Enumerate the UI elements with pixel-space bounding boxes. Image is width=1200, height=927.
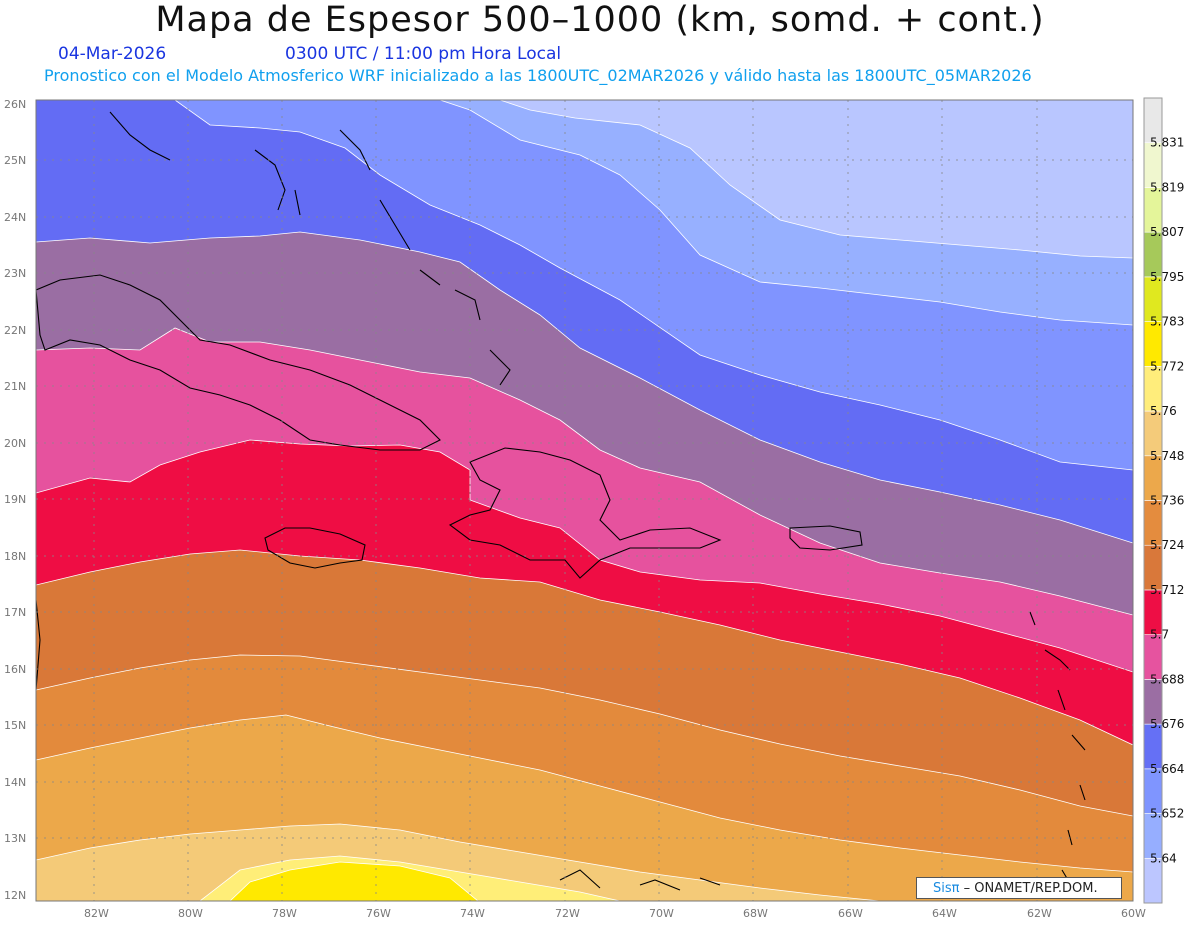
credit-brand: Sisπ <box>933 881 960 896</box>
lat-label: 26N <box>4 98 26 111</box>
jamaica-coast <box>264 527 366 569</box>
colorbar-label: 5.724 <box>1150 538 1184 552</box>
latitude-labels: 26N 25N 24N 23N 22N 21N 20N 19N 18N 17N … <box>4 98 26 902</box>
credit-text: – ONAMET/REP.DOM. <box>959 881 1098 896</box>
south-america-coast <box>559 869 721 891</box>
colorbar-label: 5.783 <box>1150 315 1184 329</box>
band-yellow <box>229 861 479 901</box>
lat-label: 23N <box>4 267 26 280</box>
puerto-rico-coast <box>789 525 863 551</box>
colorbar-label: 5.772 <box>1150 359 1184 373</box>
lat-label: 21N <box>4 380 26 393</box>
colorbar-label: 5.7 <box>1150 628 1169 642</box>
hispaniola-coast <box>448 447 722 579</box>
colorbar-label: 5.664 <box>1150 762 1184 776</box>
colorbar-label: 5.748 <box>1150 449 1184 463</box>
colorbar-label: 5.64 <box>1150 851 1177 865</box>
lon-label: 68W <box>743 907 768 920</box>
lon-label: 62W <box>1027 907 1052 920</box>
lon-label: 80W <box>178 907 203 920</box>
lat-label: 22N <box>4 324 26 337</box>
lat-label: 18N <box>4 550 26 563</box>
lon-label: 66W <box>838 907 863 920</box>
lon-label: 82W <box>84 907 109 920</box>
grid <box>36 100 1133 901</box>
colorbar-label: 5.831 <box>1150 136 1184 150</box>
credit-box: Sisπ – ONAMET/REP.DOM. <box>916 877 1122 899</box>
colorbar-label: 5.736 <box>1150 494 1184 508</box>
lon-label: 76W <box>366 907 391 920</box>
map-title: Mapa de Espesor 500–1000 (km, somd. + co… <box>155 0 1045 40</box>
lat-label: 19N <box>4 493 26 506</box>
longitude-labels: 82W 80W 78W 76W 74W 72W 70W 68W 66W 64W … <box>84 907 1146 920</box>
lat-label: 25N <box>4 154 26 167</box>
colorbar-frame <box>1143 97 1163 904</box>
colorbar-label: 5.807 <box>1150 225 1184 239</box>
colorbar: 5.64 5.652 5.664 5.676 5.688 5.7 5.712 5.724 5.7… <box>1143 97 1184 904</box>
lon-label: 64W <box>932 907 957 920</box>
model-description: Pronostico con el Modelo Atmosferico WRF… <box>44 66 1032 85</box>
lon-label: 78W <box>272 907 297 920</box>
coastlines <box>36 111 1086 891</box>
colorbar-label: 5.676 <box>1150 717 1184 731</box>
lesser-antilles <box>1029 611 1086 881</box>
lat-label: 15N <box>4 719 26 732</box>
lon-label: 60W <box>1121 907 1146 920</box>
forecast-date: 04-Mar-2026 <box>58 44 167 64</box>
yucatan-coast <box>36 599 41 691</box>
colorbar-label: 5.795 <box>1150 270 1184 284</box>
lon-label: 70W <box>649 907 674 920</box>
lat-label: 24N <box>4 211 26 224</box>
colorbar-label: 5.688 <box>1150 672 1184 686</box>
colorbar-label: 5.652 <box>1150 807 1184 821</box>
colorbar-label: 5.76 <box>1150 404 1177 418</box>
map-area <box>36 100 1133 901</box>
map-frame <box>35 99 1134 902</box>
lat-label: 13N <box>4 832 26 845</box>
lat-label: 12N <box>4 889 26 902</box>
cuba-coast <box>36 274 441 451</box>
lat-label: 16N <box>4 663 26 676</box>
lat-label: 17N <box>4 606 26 619</box>
colorbar-label: 5.819 <box>1150 180 1184 194</box>
lon-label: 72W <box>555 907 580 920</box>
forecast-time: 0300 UTC / 11:00 pm Hora Local <box>285 44 562 64</box>
lon-label: 74W <box>460 907 485 920</box>
lat-label: 14N <box>4 776 26 789</box>
colorbar-label: 5.712 <box>1150 583 1184 597</box>
lat-label: 20N <box>4 437 26 450</box>
bahamas-islands <box>109 111 511 386</box>
